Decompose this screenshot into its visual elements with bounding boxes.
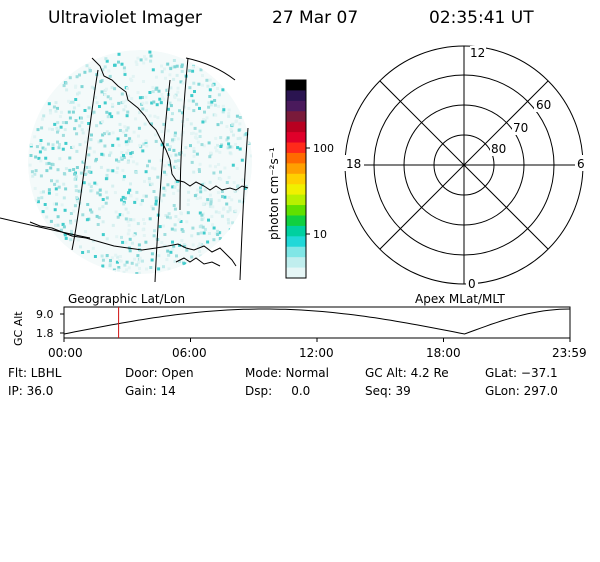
time-tick-18: 18:00: [426, 346, 461, 360]
seq-info: Seq: 39: [365, 384, 411, 398]
auroral-image-geographic: [0, 50, 252, 283]
colorbar-band: [286, 215, 306, 227]
colorbar-band: [286, 132, 306, 144]
mlt-label-0: 0: [468, 277, 476, 291]
altitude-curve: [63, 308, 571, 335]
colorbar-band: [286, 152, 306, 164]
mlat-label-80: 80: [491, 142, 506, 156]
geo-grid-line: [185, 57, 236, 81]
coastline: [91, 57, 249, 191]
colorbar-tick-10: 10: [313, 228, 327, 241]
colorbar-band: [286, 246, 306, 258]
geographic-label: Geographic Lat/Lon: [68, 292, 185, 306]
colorbar: 100 10 photon cm⁻²s⁻¹: [267, 79, 334, 279]
colorbar-band: [286, 163, 306, 175]
time-tick-12: 12:00: [299, 346, 334, 360]
polar-grid: 12 6 0 18 60 70 80: [344, 45, 585, 291]
time-ticks: [63, 338, 571, 342]
colorbar-band: [286, 205, 306, 217]
colorbar-tick-100: 100: [313, 142, 334, 155]
coastline: [29, 221, 237, 267]
gc-alt-info: GC Alt: 4.2 Re: [365, 366, 449, 380]
colorbar-band: [286, 267, 306, 279]
glon-info: GLon: 297.0: [485, 384, 558, 398]
geo-grid-line: [239, 127, 249, 281]
auroral-image-disk: [28, 50, 252, 274]
geo-grid-line: [179, 57, 189, 211]
colorbar-band: [286, 121, 306, 133]
mlat-label-70: 70: [513, 121, 528, 135]
map-labels: Geographic Lat/Lon Apex MLat/MLT: [68, 292, 505, 306]
mlt-label-6: 6: [577, 157, 585, 171]
ip-info: IP: 36.0: [8, 384, 54, 398]
colorbar-band: [286, 194, 306, 206]
colorbar-band: [286, 225, 306, 237]
geo-grid-line: [154, 79, 171, 283]
dsp-info: Dsp: 0.0: [245, 384, 311, 398]
title-bar: Ultraviolet Imager 27 Mar 07 02:35:41 UT: [0, 8, 600, 32]
instrument-title: Ultraviolet Imager: [48, 8, 202, 28]
colorbar-band: [286, 184, 306, 196]
apex-label: Apex MLat/MLT: [415, 292, 505, 306]
alt-axis-label: GC Alt: [12, 311, 25, 346]
coastline: [175, 257, 221, 267]
time-tick-0: 00:00: [48, 346, 83, 360]
mode-info: Mode: Normal: [245, 366, 329, 380]
mlt-label-12: 12: [470, 46, 485, 60]
colorbar-band: [286, 100, 306, 112]
observation-time: 02:35:41 UT: [429, 8, 534, 28]
colorbar-band: [286, 257, 306, 269]
altitude-plot: 9.0 1.8 GC Alt 00:00 06:00 12:00 18:00 2…: [12, 306, 587, 360]
status-info: Flt: LBHL Door: Open Mode: Normal GC Alt…: [0, 364, 600, 400]
geo-grid-line: [0, 217, 91, 239]
time-tick-end: 23:59: [552, 346, 587, 360]
colorbar-band: [286, 236, 306, 248]
geo-grid-line: [71, 69, 99, 251]
mlat-label-60: 60: [536, 98, 551, 112]
colorbar-band: [286, 173, 306, 185]
observation-date: 27 Mar 07: [272, 8, 359, 28]
door-info: Door: Open: [125, 366, 194, 380]
time-tick-6: 06:00: [172, 346, 207, 360]
alt-tick-1.8: 1.8: [36, 327, 54, 340]
colorbar-unit-label: photon cm⁻²s⁻¹: [267, 147, 281, 240]
colorbar-band: [286, 142, 306, 154]
alt-tick-9: 9.0: [36, 308, 54, 321]
colorbar-band: [286, 111, 306, 123]
mlt-label-18: 18: [346, 157, 361, 171]
colorbar-band: [286, 80, 306, 92]
filter-info: Flt: LBHL: [8, 366, 62, 380]
gain-info: Gain: 14: [125, 384, 176, 398]
glat-info: GLat: −37.1: [485, 366, 558, 380]
colorbar-band: [286, 90, 306, 102]
